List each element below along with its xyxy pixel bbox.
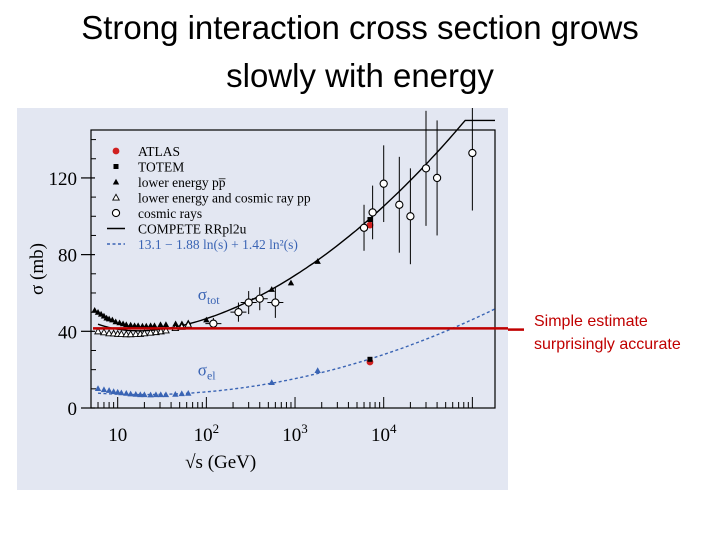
data-point--el-data bbox=[127, 390, 134, 397]
data-point-lower-energy-pp- bbox=[151, 322, 158, 329]
sigma-el-label: σel bbox=[198, 360, 216, 382]
data-point--el-data bbox=[141, 391, 148, 398]
data-point-cosmic-rays bbox=[368, 208, 377, 217]
data-point-totem bbox=[367, 217, 373, 223]
data-point-lower-energy-and-cosmic-ray-pp bbox=[140, 329, 149, 337]
plot-frame bbox=[90, 129, 496, 409]
data-point-cosmic-rays bbox=[209, 319, 218, 328]
data-point-cosmic-rays bbox=[244, 298, 253, 307]
data-point-lower-energy-and-cosmic-ray-pp bbox=[156, 327, 165, 335]
y-tick-label: 0 bbox=[68, 399, 78, 420]
data-point-lower-energy-and-cosmic-ray-pp bbox=[117, 329, 126, 338]
sigma-tot-label: σtot bbox=[198, 285, 221, 307]
data-point-atlas bbox=[366, 221, 374, 229]
data-point-lower-energy-and-cosmic-ray-pp bbox=[126, 330, 135, 338]
data-point-cosmic-rays bbox=[359, 223, 369, 232]
x-tick-label: 102 bbox=[194, 421, 220, 446]
plot-panel: 0 40 80 120 10 102 103 104 σ (mb) √s (GeV) σtot σel… bbox=[17, 108, 508, 490]
data-point--el-data bbox=[172, 390, 179, 397]
data-point--el-data bbox=[178, 390, 185, 397]
data-point--el-data bbox=[137, 391, 144, 398]
data-point--el-data bbox=[118, 389, 125, 396]
data-point--el-data bbox=[147, 391, 154, 398]
x-tick-label: 10 bbox=[108, 425, 127, 446]
legend-label: lower energy and cosmic ray pp bbox=[138, 191, 311, 206]
data-point--el-data bbox=[314, 367, 321, 373]
data-point-lower-energy-pp- bbox=[143, 322, 150, 329]
data-point-lower-energy-pp- bbox=[127, 321, 134, 328]
legend-label: ATLAS bbox=[138, 144, 180, 159]
data-point--el-data bbox=[157, 391, 164, 398]
data-point-lower-energy-pp- bbox=[91, 307, 98, 313]
x-tick-label: 103 bbox=[282, 421, 308, 446]
data-point--el-data bbox=[162, 391, 170, 398]
data-point-lower-energy-and-cosmic-ray-pp bbox=[105, 329, 114, 337]
slide-title-line-2: slowly with energy bbox=[226, 57, 494, 94]
legend-marker bbox=[112, 147, 120, 155]
data-point-lower-energy-pp- bbox=[134, 322, 142, 329]
data-point--el-data bbox=[105, 387, 113, 393]
slide-title: Strong interaction cross section grows s… bbox=[0, 4, 720, 100]
data-point-lower-energy-pp- bbox=[203, 316, 210, 323]
data-point--el-data bbox=[94, 385, 102, 392]
data-point-lower-energy-pp- bbox=[94, 308, 102, 315]
legend-label: TOTEM bbox=[138, 160, 184, 175]
data-point-cosmic-rays bbox=[255, 294, 264, 303]
data-point-cosmic-rays bbox=[406, 212, 415, 221]
x-tick-label: 104 bbox=[371, 421, 397, 446]
y-axis-label: σ (mb) bbox=[27, 243, 48, 295]
cross-section-chart: 0 40 80 120 10 102 103 104 σ (mb) √s (GeV) σtot σel… bbox=[27, 108, 508, 473]
data-point-lower-energy-and-cosmic-ray-pp bbox=[146, 328, 155, 336]
data-point--el-data bbox=[152, 391, 160, 398]
legend-marker bbox=[112, 178, 120, 185]
data-point-lower-energy-pp- bbox=[109, 316, 116, 323]
data-point--el-data bbox=[123, 390, 130, 396]
y-tick-label: 120 bbox=[49, 169, 78, 190]
data-point-cosmic-rays bbox=[421, 164, 431, 173]
data-point-lower-energy-pp- bbox=[162, 321, 170, 327]
data-point-lower-energy-pp- bbox=[157, 321, 164, 328]
data-point--el-data bbox=[268, 379, 275, 386]
data-point-cosmic-rays bbox=[468, 148, 477, 158]
legend-label: COMPETE RRpl2u bbox=[138, 222, 247, 237]
y-tick-label: 40 bbox=[58, 322, 77, 343]
data-point-lower-energy-and-cosmic-ray-pp bbox=[161, 326, 170, 334]
data-point-lower-energy-pp- bbox=[314, 258, 321, 264]
data-point--el-data bbox=[132, 390, 139, 397]
data-point-lower-energy-and-cosmic-ray-pp bbox=[99, 328, 108, 336]
data-point-cosmic-rays bbox=[432, 173, 442, 183]
callout-line-2: surprisingly accurate bbox=[534, 336, 681, 353]
legend-marker bbox=[113, 164, 119, 169]
data-point--el-data bbox=[100, 386, 108, 393]
data-point-lower-energy-pp- bbox=[268, 286, 275, 292]
legend-label: 13.1 − 1.88 ln(s) + 1.42 ln²(s) bbox=[138, 237, 298, 252]
data-point-cosmic-rays bbox=[234, 307, 243, 317]
data-point-lower-energy-pp- bbox=[287, 279, 295, 286]
x-axis-label: √s (GeV) bbox=[185, 452, 256, 473]
data-point-lower-energy-pp- bbox=[116, 319, 123, 326]
data-point-lower-energy-and-cosmic-ray-pp bbox=[94, 327, 102, 335]
data-point-cosmic-rays bbox=[379, 179, 388, 188]
data-point-totem bbox=[367, 356, 373, 362]
data-point-cosmic-rays bbox=[395, 200, 404, 209]
legend-label: cosmic rays bbox=[138, 206, 202, 221]
legend-label: lower energy pp̅ bbox=[138, 175, 226, 190]
data-point-lower-energy-and-cosmic-ray-pp bbox=[184, 320, 193, 328]
legend-marker bbox=[111, 208, 121, 218]
data-point-lower-energy-and-cosmic-ray-pp bbox=[151, 327, 160, 336]
data-point-cosmic-rays bbox=[271, 298, 280, 307]
slide-title-line-1: Strong interaction cross section grows bbox=[81, 9, 639, 46]
data-point-lower-energy-pp- bbox=[112, 318, 119, 325]
callout-text: Simple estimate surprisingly accurate bbox=[534, 310, 681, 356]
legend-marker bbox=[112, 193, 120, 201]
data-point-lower-energy-pp- bbox=[123, 321, 130, 328]
fit-curve bbox=[97, 308, 496, 396]
data-point--el-data bbox=[185, 390, 192, 396]
data-point--el-data bbox=[110, 388, 117, 395]
data-point-lower-energy-pp- bbox=[172, 320, 179, 327]
y-tick-label: 80 bbox=[58, 246, 77, 267]
callout-line-1: Simple estimate bbox=[534, 313, 648, 330]
